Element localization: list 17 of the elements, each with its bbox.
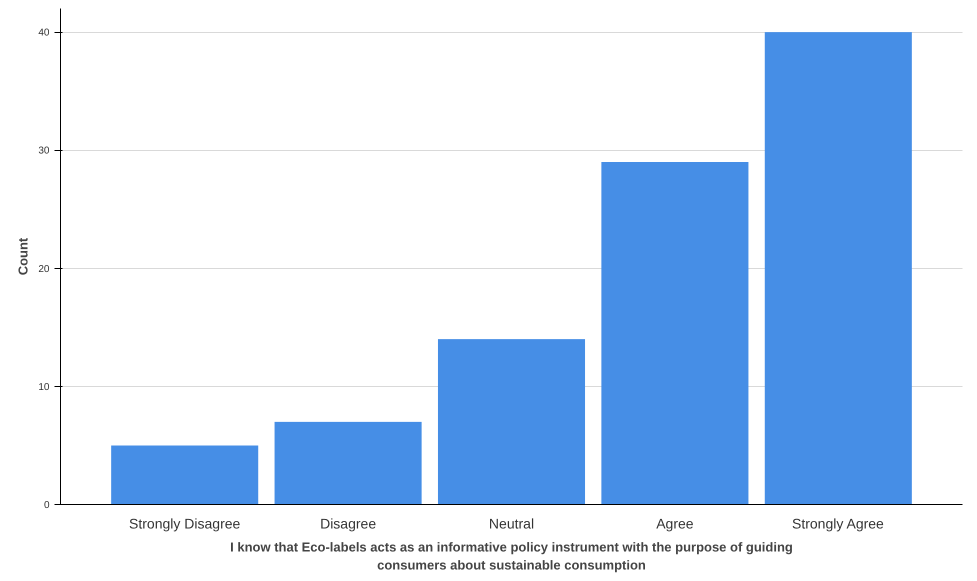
y-tick-label: 30 xyxy=(38,146,50,157)
y-tick-label: 0 xyxy=(44,500,50,511)
x-tick-label: Agree xyxy=(656,516,694,532)
y-tick-label: 10 xyxy=(38,382,50,393)
bar xyxy=(601,162,748,504)
y-tick-label: 20 xyxy=(38,264,50,275)
x-tick-label: Neutral xyxy=(488,516,534,532)
x-tick-label: Strongly Disagree xyxy=(129,516,241,532)
y-axis-title: Count xyxy=(15,237,30,276)
x-tick-label: Strongly Agree xyxy=(792,516,884,532)
bar xyxy=(438,339,586,504)
bar xyxy=(764,32,912,504)
y-tick-label: 40 xyxy=(38,28,50,39)
bar xyxy=(111,445,258,504)
x-axis-title: I know that Eco-labels acts as an informative policy instrument with the purpose of guiding consumers about sustainable consumption xyxy=(230,540,793,572)
bar xyxy=(274,422,422,504)
x-tick-label: Disagree xyxy=(320,516,376,532)
